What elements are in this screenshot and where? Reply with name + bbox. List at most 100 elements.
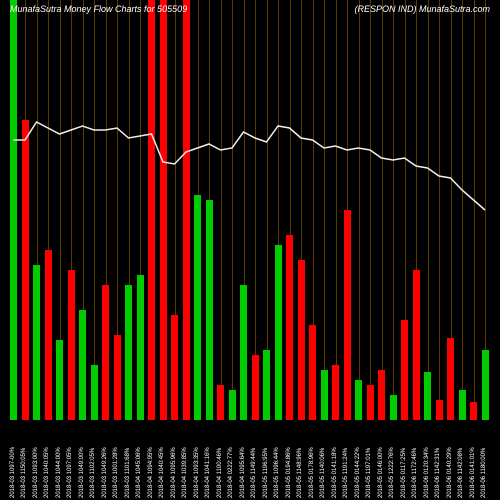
x-axis-label: 2018-04 1039:85% [182, 420, 188, 498]
volume-bar [68, 270, 75, 420]
volume-bar [390, 395, 397, 420]
volume-bar [10, 0, 17, 420]
x-axis-label: 2018-05 0178:96% [309, 420, 315, 498]
volume-bar [56, 340, 63, 420]
volume-bar [91, 365, 98, 420]
grid-line [428, 0, 429, 420]
volume-bar [401, 320, 408, 420]
volume-bar [229, 390, 236, 420]
x-axis-label: 2018-03 1101:68% [125, 420, 131, 498]
x-axis-label: 2018-05 0141:18% [332, 420, 338, 498]
x-axis-label: 2018-03 1049:00% [79, 420, 85, 498]
x-axis-label: 2018-06 0141:01% [470, 420, 476, 498]
volume-bar [22, 120, 29, 420]
x-axis-label: 2018-06 1142:08% [458, 420, 464, 498]
x-axis-label: 2018-04 1041:16% [205, 420, 211, 498]
volume-bar [459, 390, 466, 420]
grid-line [370, 0, 371, 420]
x-axis-label: 2018-06 1172:46% [412, 420, 418, 498]
x-axis-label: 2018-05 1196:95% [263, 420, 269, 498]
x-axis-label: 2018-05 0144:22% [355, 420, 361, 498]
x-axis-label: 2018-04 1093:35% [194, 420, 200, 498]
volume-bar [194, 195, 201, 420]
chart-header: MunafaSutra Money Flow Charts for 505509… [0, 4, 500, 14]
x-axis-label: 2018-04 1095:64% [240, 420, 246, 498]
x-axis-label: 2018-04 1040:45% [159, 420, 165, 498]
grid-line [232, 0, 233, 420]
x-axis-label: 2018-04 1100:46% [217, 420, 223, 498]
volume-bar [240, 285, 247, 420]
grid-line [439, 0, 440, 420]
grid-line [221, 0, 222, 420]
x-axis-label: 2018-05 1222:76% [389, 420, 395, 498]
grid-line [94, 0, 95, 420]
x-axis-label: 2018-04 1094:95% [148, 420, 154, 498]
volume-bar [79, 310, 86, 420]
volume-bar [252, 355, 259, 420]
x-axis-label: 2018-03 1097-00% [10, 420, 16, 498]
grid-line [359, 0, 360, 420]
volume-bar [424, 372, 431, 420]
x-axis-label: 2018-03 1049:26% [102, 420, 108, 498]
x-axis-label: 2018-05 1140:06% [320, 420, 326, 498]
volume-bar [482, 350, 489, 420]
volume-bar [298, 260, 305, 420]
volume-bar [102, 285, 109, 420]
volume-bar [217, 385, 224, 420]
volume-bar [148, 0, 155, 420]
x-axis-label: 2018-03 1093:00% [33, 420, 39, 498]
volume-bar [436, 400, 443, 420]
volume-bar [275, 245, 282, 420]
grid-line [393, 0, 394, 420]
volume-bar [206, 200, 213, 420]
x-axis-label: 2018-03 1001:28% [113, 420, 119, 498]
x-axis-label: 2018-04 1095:96% [171, 420, 177, 498]
x-axis-label: 2018-05 1149:44% [251, 420, 257, 498]
header-title-left: MunafaSutra Money Flow Charts for 505509 [10, 4, 187, 14]
volume-bar [125, 285, 132, 420]
x-axis-label: 2018-03 1150:05% [21, 420, 27, 498]
x-axis-label: 2018-05 1191:24% [343, 420, 349, 498]
grid-line [474, 0, 475, 420]
volume-bar [33, 265, 40, 420]
x-axis-label: 2018-04 0222:77% [228, 420, 234, 498]
volume-bar [355, 380, 362, 420]
x-axis-label: 2018-03 1040:05% [44, 420, 50, 498]
x-axis-label: 2018-05 0146:00% [378, 420, 384, 498]
x-axis-label: 2018-05 1148:96% [297, 420, 303, 498]
x-axis-label: 2018-03 1102:05% [90, 420, 96, 498]
volume-bar [286, 235, 293, 420]
volume-bar [470, 402, 477, 420]
grid-line [324, 0, 325, 420]
volume-bar [263, 350, 270, 420]
volume-bar [413, 270, 420, 420]
x-axis-label: 2018-05 0117:25% [401, 420, 407, 498]
x-axis-label: 2018-05 0194:86% [286, 420, 292, 498]
volume-bar [321, 370, 328, 420]
x-axis-label: 2018-03 1044:00% [56, 420, 62, 498]
volume-bar [114, 335, 121, 420]
volume-bar [447, 338, 454, 420]
volume-bar [309, 325, 316, 420]
volume-bar [137, 275, 144, 420]
volume-bar [344, 210, 351, 420]
volume-bar [45, 250, 52, 420]
x-axis-labels: 2018-03 1097-00% 2018-03 1150:05% 2018-03 … [0, 420, 500, 500]
x-axis-label: 2018-06 0120:34% [424, 420, 430, 498]
volume-bar [160, 0, 167, 420]
volume-bar [367, 385, 374, 420]
x-axis-label: 2018-06 1180:00% [481, 420, 487, 498]
grid-line [336, 0, 337, 420]
volume-bar [332, 365, 339, 420]
grid-line [382, 0, 383, 420]
volume-bar [171, 315, 178, 420]
volume-bar [183, 0, 190, 420]
x-axis-label: 2018-06 0140:29% [447, 420, 453, 498]
header-title-right: (RESPON IND) MunafaSutra.com [354, 4, 490, 14]
x-axis-label: 2018-05 1197:01% [366, 420, 372, 498]
x-axis-label: 2018-05 1096:44% [274, 420, 280, 498]
grid-line [462, 0, 463, 420]
x-axis-label: 2018-04 1045:06% [136, 420, 142, 498]
x-axis-label: 2018-06 1142:31% [435, 420, 441, 498]
money-flow-chart [0, 0, 500, 420]
